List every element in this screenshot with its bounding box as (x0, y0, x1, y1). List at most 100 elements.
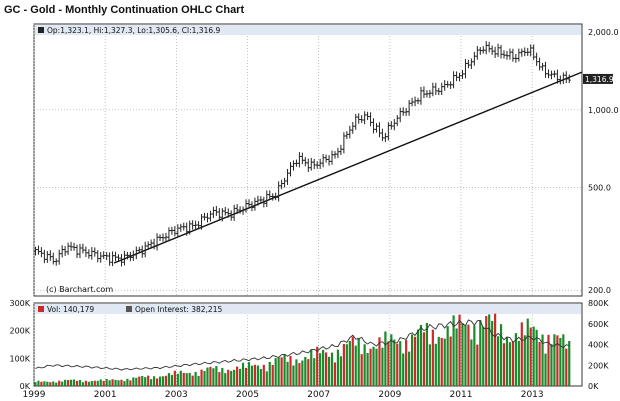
volume-bar (544, 353, 547, 386)
volume-bar (324, 352, 328, 386)
volume-bar (461, 323, 464, 386)
volume-legend-bar (35, 304, 581, 314)
volume-bar (87, 381, 90, 386)
volume-bar (416, 329, 420, 386)
volume-bar (78, 380, 82, 386)
legend-swatch (38, 27, 44, 33)
volume-bar (508, 342, 512, 386)
volume-bar (176, 373, 179, 386)
volume-bar (336, 349, 340, 386)
volume-bar (446, 326, 449, 386)
volume-bar (369, 348, 372, 386)
vol-left-tick-label: 100K (9, 354, 30, 363)
volume-bar (108, 380, 111, 386)
volume-bar (479, 320, 482, 386)
volume-bar (161, 376, 165, 386)
volume-bar (363, 344, 366, 386)
x-tick-label: 2003 (165, 390, 188, 400)
volume-bar (46, 381, 49, 386)
volume-bar (307, 359, 310, 386)
volume-bar (206, 367, 209, 386)
volume-bar (289, 355, 292, 386)
volume-bar (218, 372, 221, 386)
volume-bar (37, 380, 40, 386)
legend-bar (35, 25, 581, 35)
volume-bar (532, 326, 535, 386)
volume-bar (384, 331, 387, 386)
volume-bar (514, 333, 517, 386)
volume-bar (452, 315, 455, 386)
volume-bar (230, 370, 233, 386)
y-tick-label: 1,000.0 (588, 106, 619, 115)
volume-bar (40, 381, 43, 386)
volume-bar (72, 379, 76, 386)
oi-legend-text: Open Interest: 382,215 (135, 305, 222, 314)
volume-bar (372, 346, 375, 386)
volume-bar (402, 353, 405, 386)
vol-right-tick-label: 200K (588, 361, 609, 370)
y-tick-label: 200.0 (588, 286, 611, 295)
volume-bar (502, 343, 506, 386)
x-tick-label: 2009 (378, 390, 401, 400)
volume-bar (499, 324, 503, 386)
volume-bar (259, 368, 262, 386)
volume-bar (428, 344, 431, 386)
volume-bar (111, 379, 114, 386)
volume-bar (93, 380, 96, 386)
volume-bar (185, 373, 188, 386)
volume-bar (538, 341, 541, 386)
volume-bar (117, 380, 120, 386)
volume-bar (61, 381, 64, 386)
volume-bar (135, 377, 138, 386)
vol-right-tick-label: 600K (588, 320, 609, 329)
volume-bar (126, 378, 129, 386)
volume-bar (556, 335, 559, 386)
volume-bar (562, 334, 565, 386)
volume-bar (310, 349, 313, 386)
volume-bar (535, 329, 538, 386)
volume-bar (449, 336, 452, 386)
volume-bar (132, 377, 135, 386)
volume-bar (84, 380, 87, 386)
volume-bar (437, 336, 440, 386)
volume-bar (123, 381, 126, 386)
volume-bar (523, 335, 526, 386)
volume-bar (390, 334, 393, 386)
x-tick-label: 2011 (450, 390, 473, 400)
volume-bar (565, 348, 568, 386)
volume-bar (568, 340, 571, 386)
volume-bar (155, 378, 159, 386)
volume-bar (253, 364, 257, 386)
volume-bar (227, 369, 230, 386)
volume-bar (64, 379, 67, 386)
volume-bar (319, 353, 322, 386)
volume-bar (200, 369, 203, 386)
volume-bar (280, 357, 283, 386)
volume-bar (182, 372, 185, 386)
volume-bar (473, 325, 476, 386)
volume-bar (547, 334, 550, 386)
volume-bar (250, 365, 254, 386)
volume-bar (360, 354, 363, 386)
price-legend-text: Op:1,323.1, Hi:1,327.3, Lo:1,305.6, Cl:1… (47, 26, 220, 35)
volume-bar (43, 381, 46, 386)
volume-bar (482, 326, 485, 386)
volume-bar (327, 356, 331, 386)
volume-bar (378, 337, 381, 386)
volume-bar (345, 344, 348, 386)
volume-bar (105, 378, 108, 386)
volume-bar (559, 337, 562, 386)
volume-bar (170, 374, 173, 386)
volume-bar (191, 375, 194, 386)
volume-bar (396, 343, 399, 386)
volume-bar (313, 358, 316, 386)
volume-bar (203, 370, 206, 386)
x-tick-label: 1999 (23, 390, 46, 400)
volume-bar (550, 344, 553, 386)
volume-bar (295, 359, 298, 386)
volume-bar (164, 375, 168, 386)
vol-right-tick-label: 400K (588, 341, 609, 350)
volume-bar (316, 346, 319, 386)
volume-bar (339, 356, 343, 386)
